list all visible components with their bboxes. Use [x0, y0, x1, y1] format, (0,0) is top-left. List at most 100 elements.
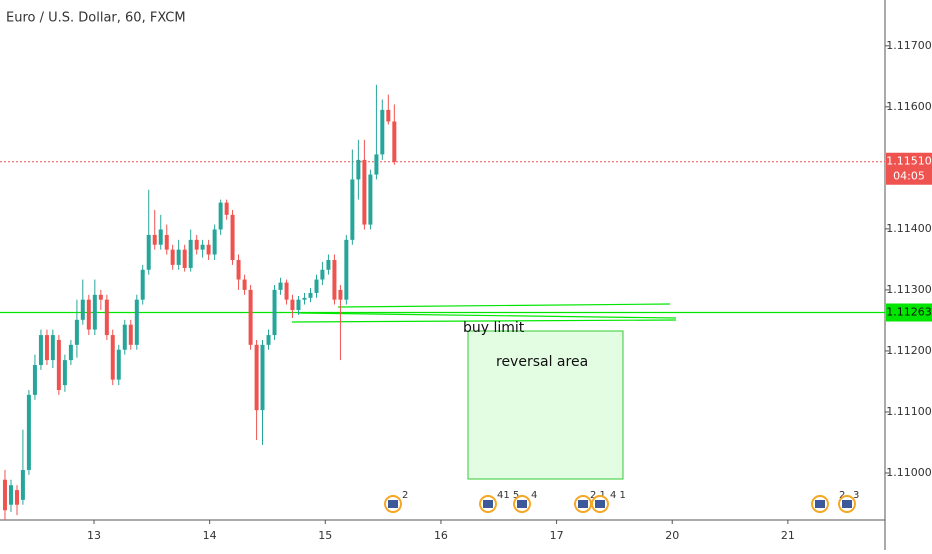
event-flag	[483, 500, 493, 508]
annotation: buy limit	[463, 320, 525, 336]
candle-body	[374, 154, 379, 175]
candle-body	[182, 249, 187, 268]
candle-body	[242, 279, 247, 290]
y-tick-label: 1.11100	[886, 405, 932, 418]
candle-body	[164, 234, 169, 250]
candle-body	[326, 260, 331, 270]
candle-body	[362, 159, 367, 225]
candle-body	[8, 485, 13, 505]
candle-body	[230, 214, 235, 260]
candle-body	[110, 335, 115, 380]
level-label-box	[886, 303, 932, 322]
event-flag	[388, 500, 398, 508]
candle-body	[356, 159, 361, 180]
candle-body	[290, 299, 295, 311]
y-tick-label: 1.11400	[886, 222, 932, 235]
candle-body	[314, 279, 319, 293]
candle-body	[56, 339, 61, 390]
candle-body	[62, 360, 67, 386]
x-tick-label: 21	[781, 529, 795, 542]
candle-body	[26, 394, 31, 470]
x-tick-label: 13	[87, 529, 101, 542]
price-label-box	[886, 152, 932, 185]
candle-body	[128, 324, 133, 345]
candle-body	[296, 299, 301, 311]
event-count: 4 1	[610, 490, 626, 501]
candle-body	[80, 299, 85, 320]
candle-body	[380, 109, 385, 155]
event-count: 2	[402, 490, 408, 501]
trend-line	[337, 303, 671, 308]
candle-body	[272, 289, 277, 336]
candle-body	[14, 490, 19, 505]
event-count: 41 5	[497, 490, 519, 501]
countdown: 04:05	[893, 170, 925, 183]
chart-title: Euro / U.S. Dollar, 60, FXCM	[6, 11, 186, 26]
candle-body	[152, 234, 157, 245]
candle-body	[338, 289, 343, 300]
x-tick-label: 17	[550, 529, 564, 542]
x-tick-label: 15	[318, 529, 332, 542]
candle-body	[266, 335, 271, 345]
candle-body	[74, 319, 79, 345]
candle-body	[236, 260, 241, 280]
event-flag	[815, 500, 825, 508]
level-label: 1.11263	[886, 305, 932, 318]
candle-body	[278, 282, 283, 290]
candle-body	[248, 289, 253, 345]
event-count: 3	[853, 490, 859, 501]
candle-body	[140, 269, 145, 300]
candle-body	[32, 364, 37, 395]
y-tick-label: 1.11200	[886, 344, 932, 357]
candle-body	[368, 174, 373, 225]
event-count: 2	[839, 490, 845, 501]
candle-body	[104, 299, 109, 336]
candle-body	[20, 469, 25, 500]
y-tick-label: 1.11000	[886, 466, 932, 479]
candle-body	[392, 121, 397, 162]
y-tick-label: 1.11700	[886, 39, 932, 52]
x-tick-label: 14	[203, 529, 217, 542]
candle-body	[320, 269, 325, 280]
reversal-box	[467, 330, 624, 480]
candle-body	[68, 344, 73, 361]
annotation: reversal area	[496, 354, 588, 370]
candle-body	[206, 244, 211, 255]
candle-body	[200, 244, 205, 250]
candle-body	[194, 239, 199, 250]
trend-line	[291, 319, 677, 323]
candle-body	[254, 344, 259, 411]
candle-body	[176, 249, 181, 265]
event-count: 4	[531, 490, 537, 501]
x-tick-label: 16	[434, 529, 448, 542]
y-tick-label: 1.11600	[886, 100, 932, 113]
event-flag	[578, 500, 588, 508]
candle-body	[308, 292, 313, 298]
candle-body	[134, 299, 139, 345]
event-flag	[517, 500, 527, 508]
candle-body	[92, 294, 97, 330]
candle-body	[224, 202, 229, 215]
candle-body	[122, 324, 127, 350]
candle-body	[218, 202, 223, 230]
candle-body	[332, 260, 337, 300]
candle-body	[170, 249, 175, 265]
candle-body	[302, 297, 307, 300]
candle-body	[386, 109, 391, 122]
trend-line	[297, 312, 677, 319]
candle-body	[284, 282, 289, 300]
candle-body	[188, 239, 193, 268]
candle-body	[212, 229, 217, 255]
y-tick-label: 1.11300	[886, 283, 932, 296]
x-tick-label: 20	[665, 529, 679, 542]
candle-body	[158, 229, 163, 245]
price-label: 1.11510	[886, 155, 932, 168]
candle-body	[2, 479, 7, 511]
candle-body	[44, 335, 49, 361]
candle-body	[86, 299, 91, 330]
candle-body	[50, 335, 55, 361]
candle-body	[38, 335, 43, 365]
candle-body	[350, 179, 355, 240]
